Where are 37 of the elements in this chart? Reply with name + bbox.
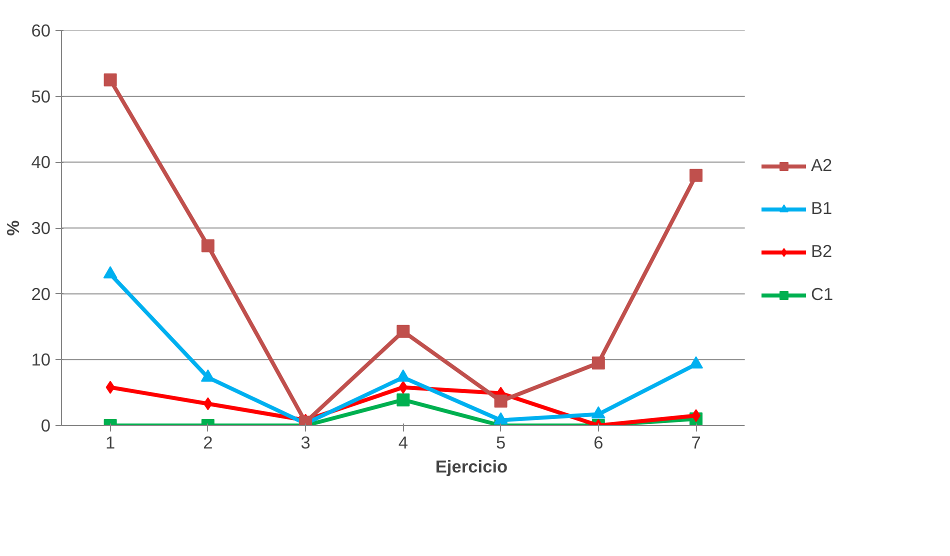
point <box>494 394 508 408</box>
x-tick-label: 3 <box>300 432 310 452</box>
point <box>494 412 508 424</box>
point <box>398 380 408 394</box>
legend-label: B1 <box>811 198 832 219</box>
y-tick-label: 0 <box>40 416 51 436</box>
y-axis-title: % <box>3 220 24 236</box>
point <box>690 168 703 182</box>
point <box>689 356 704 369</box>
point <box>203 397 212 410</box>
point <box>103 266 118 278</box>
point <box>201 239 214 252</box>
x-tick-label: 4 <box>398 432 408 452</box>
y-tick-label: 30 <box>31 218 51 238</box>
point <box>396 369 410 382</box>
point <box>396 324 410 338</box>
point <box>106 380 115 394</box>
x-tick-label: 5 <box>496 432 506 452</box>
y-tick-label: 20 <box>31 284 51 304</box>
y-tick-label: 40 <box>31 152 51 172</box>
x-tick-label: 2 <box>203 432 213 452</box>
point <box>104 73 117 86</box>
y-tick-label: 60 <box>31 20 51 40</box>
x-tick-label: 6 <box>594 432 604 452</box>
x-tick-label: 1 <box>105 432 116 452</box>
point <box>200 369 215 382</box>
point <box>692 409 701 422</box>
x-axis-title: Ejercicio <box>435 456 508 476</box>
y-tick-label: 50 <box>31 86 51 106</box>
legend-label: A2 <box>811 155 832 176</box>
x-tick-label: 7 <box>691 432 701 452</box>
legend-label: C1 <box>811 284 834 305</box>
point <box>591 406 606 419</box>
point <box>592 356 605 370</box>
legend-label: B2 <box>811 241 832 262</box>
point <box>396 393 410 406</box>
y-tick-label: 10 <box>31 350 51 370</box>
